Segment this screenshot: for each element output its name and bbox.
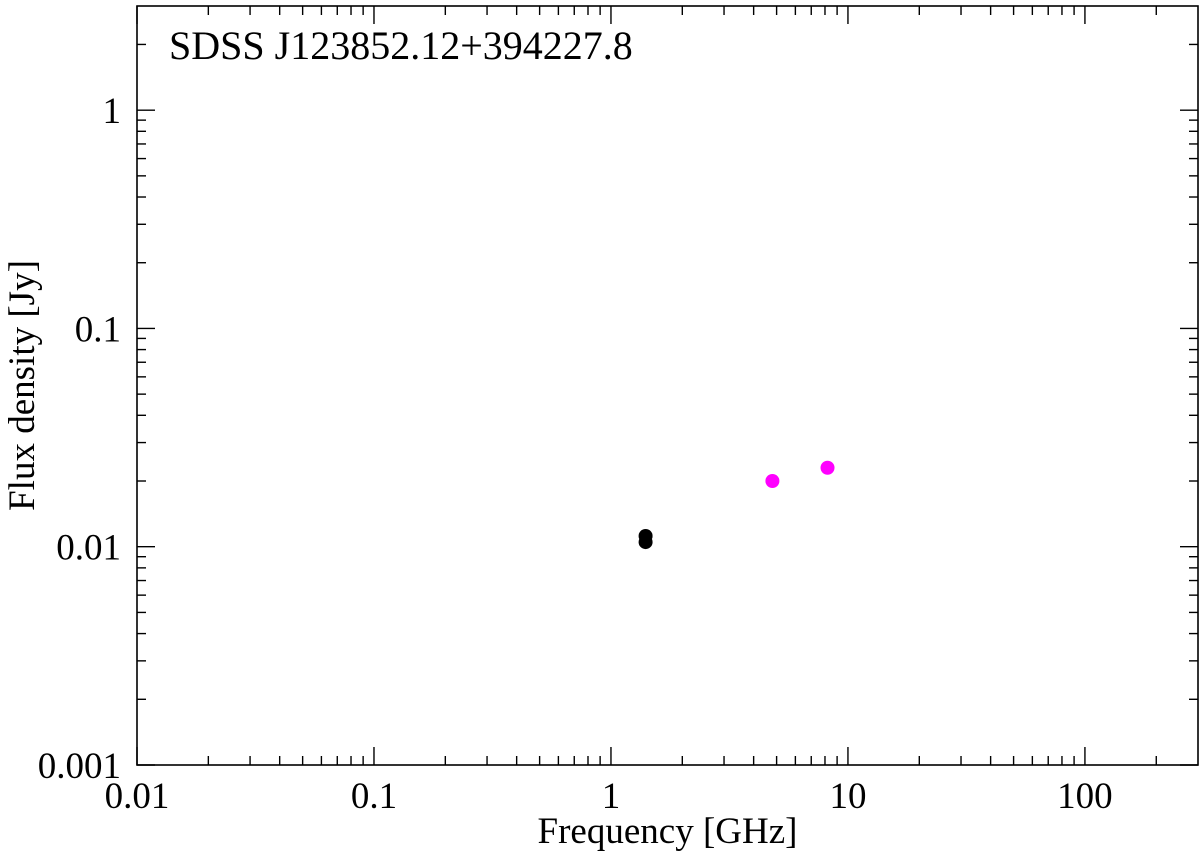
x-axis-label: Frequency [GHz]: [538, 811, 798, 852]
y-tick-label: 1: [103, 91, 122, 132]
data-point: [638, 535, 653, 550]
x-tick-label: 0.1: [351, 776, 397, 817]
y-axis-label: Flux density [Jy]: [2, 260, 43, 511]
data-points: [638, 460, 835, 550]
chart-title: SDSS J123852.12+394227.8: [169, 23, 633, 68]
x-tick-label: 1: [602, 776, 621, 817]
data-point: [765, 474, 780, 489]
minor-ticks: [137, 6, 1198, 765]
y-tick-label: 0.001: [38, 746, 121, 787]
x-tick-label: 0.01: [105, 776, 170, 817]
data-point: [820, 460, 835, 475]
x-tick-label: 100: [1057, 776, 1113, 817]
y-tick-label: 0.01: [56, 528, 121, 569]
plot-frame: [136, 5, 1199, 766]
x-tick-label: 10: [829, 776, 866, 817]
major-ticks: [136, 6, 1198, 766]
y-tick-label: 0.1: [75, 309, 121, 350]
